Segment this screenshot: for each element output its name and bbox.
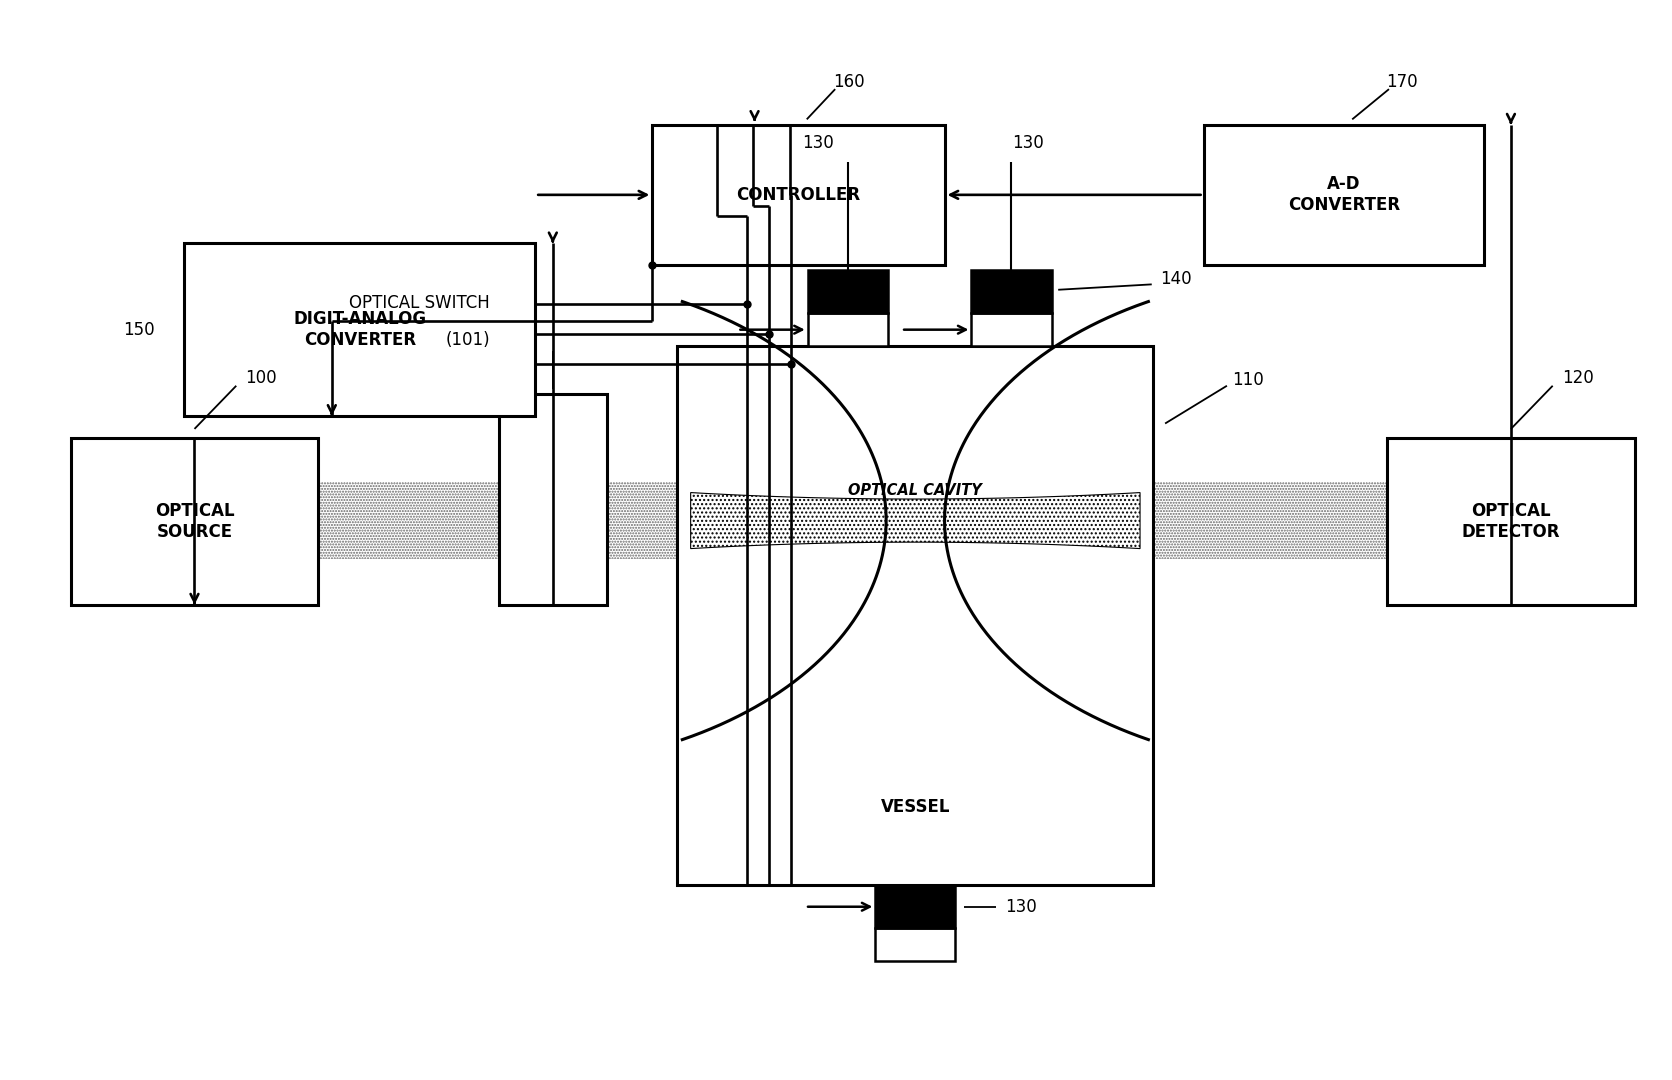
Text: 120: 120 — [1562, 369, 1593, 388]
Text: 150: 150 — [122, 321, 154, 339]
Bar — [652, 124, 945, 265]
Bar — [1204, 124, 1485, 265]
Text: 110: 110 — [1232, 372, 1264, 390]
Bar — [874, 886, 955, 929]
Text: (101): (101) — [445, 332, 490, 350]
Text: VESSEL: VESSEL — [881, 798, 950, 816]
Bar — [971, 313, 1052, 346]
Text: 130: 130 — [803, 134, 834, 152]
Bar — [677, 346, 1154, 886]
Text: A-D
CONVERTER: A-D CONVERTER — [1287, 175, 1399, 214]
Text: 130: 130 — [1005, 897, 1037, 916]
Text: OPTICAL
DETECTOR: OPTICAL DETECTOR — [1461, 502, 1560, 540]
Bar — [808, 270, 888, 313]
Bar — [874, 929, 955, 960]
Text: CONTROLLER: CONTROLLER — [736, 186, 861, 204]
Bar — [971, 270, 1052, 313]
Text: OPTICAL CAVITY: OPTICAL CAVITY — [848, 483, 981, 498]
Text: DIGIT-ANALOG
CONVERTER: DIGIT-ANALOG CONVERTER — [293, 310, 426, 349]
Text: 160: 160 — [833, 72, 864, 91]
Text: OPTICAL SWITCH: OPTICAL SWITCH — [349, 294, 490, 312]
Bar — [318, 482, 1388, 559]
Text: 130: 130 — [1012, 134, 1043, 152]
Bar — [808, 313, 888, 346]
Text: OPTICAL
SOURCE: OPTICAL SOURCE — [155, 502, 234, 540]
Bar — [498, 394, 607, 605]
Text: 140: 140 — [1160, 270, 1192, 288]
Bar — [70, 437, 318, 605]
Bar — [184, 243, 535, 416]
Text: 170: 170 — [1386, 72, 1418, 91]
Text: 100: 100 — [246, 369, 278, 388]
Bar — [1388, 437, 1635, 605]
